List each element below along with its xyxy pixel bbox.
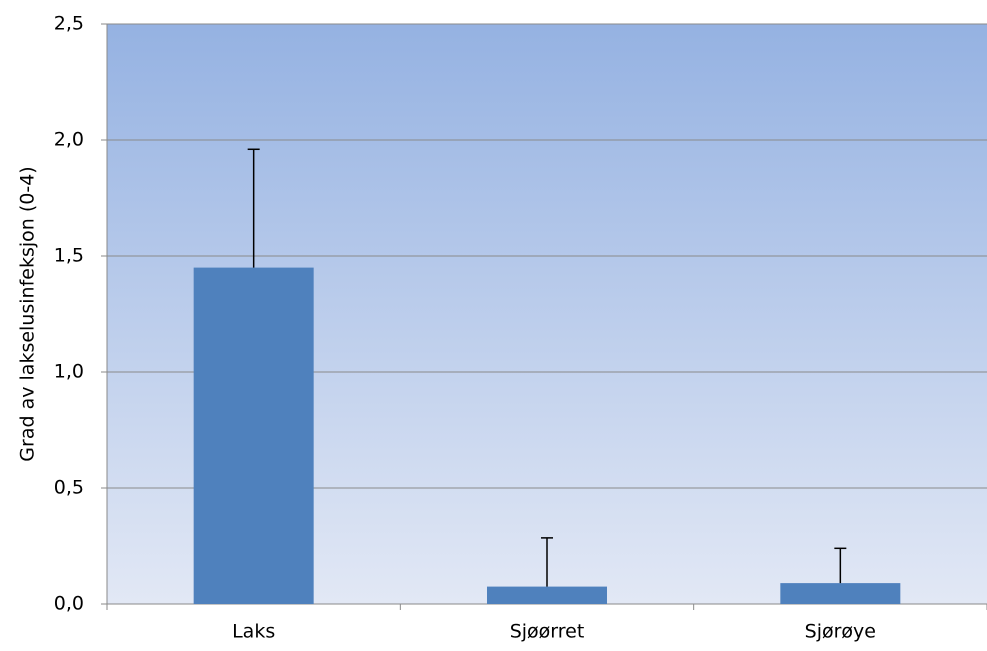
x-tick-label: Sjøørret bbox=[510, 621, 585, 643]
y-tick-label: 0,5 bbox=[54, 477, 84, 499]
x-tick-label: Sjørøye bbox=[805, 621, 876, 643]
bar bbox=[487, 586, 607, 604]
bar bbox=[193, 267, 314, 604]
y-tick-label: 1,0 bbox=[54, 361, 84, 383]
y-axis-label: Grad av lakselusinfeksjon (0-4) bbox=[17, 166, 39, 461]
y-tick-label: 1,5 bbox=[54, 245, 84, 267]
x-tick-label: Laks bbox=[232, 621, 275, 643]
bar bbox=[780, 583, 901, 604]
y-tick-label: 2,5 bbox=[54, 13, 84, 35]
y-tick-label: 0,0 bbox=[54, 593, 84, 615]
y-tick-label: 2,0 bbox=[54, 129, 84, 151]
